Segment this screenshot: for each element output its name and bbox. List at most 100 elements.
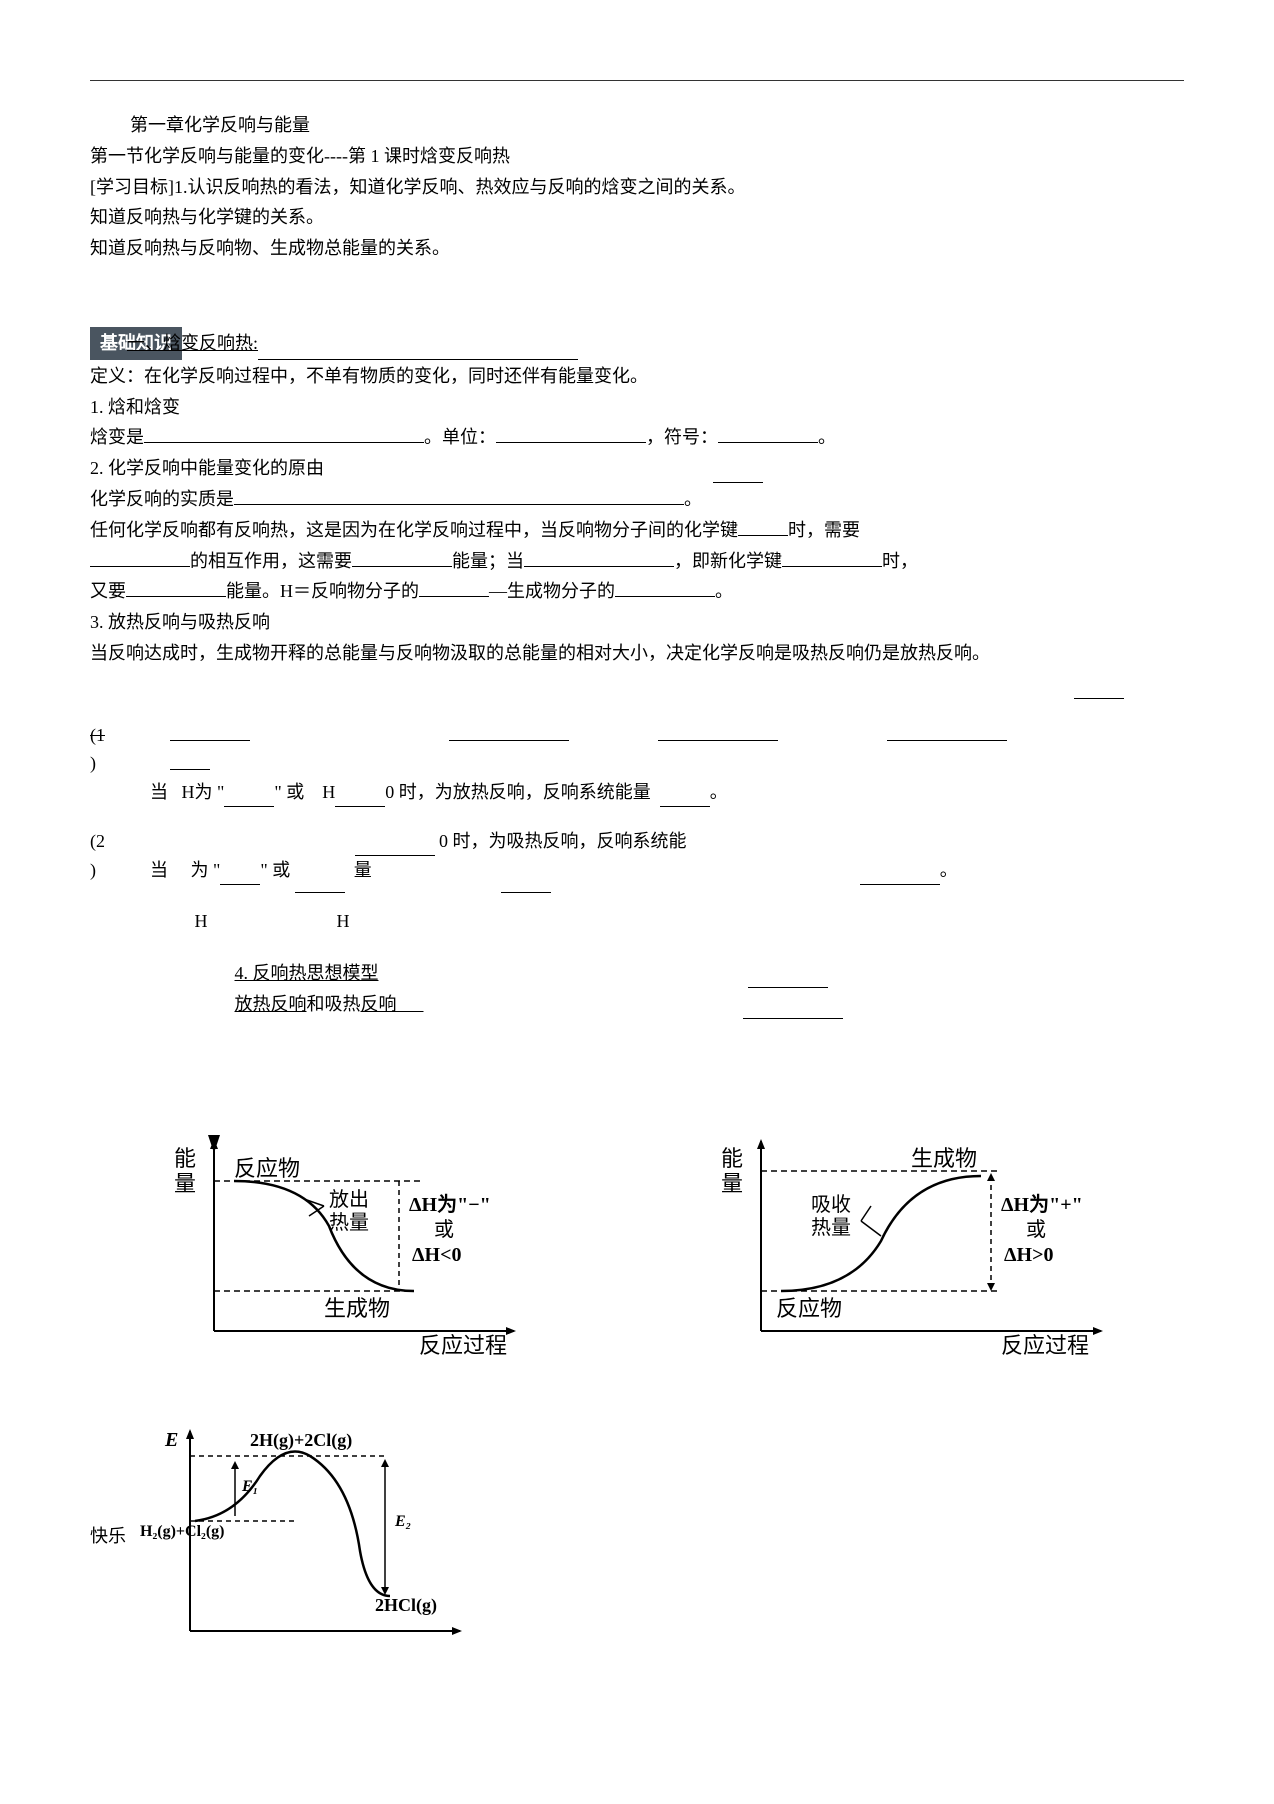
sub2-line-c: 的相互作用，这需要 能量；当 ，即新化学键 时，: [90, 547, 1184, 576]
item2-row: (2 ) 0 时，为吸热反响，反响系统能 当 为 "" 或 量 。: [90, 827, 1184, 885]
item2-liang: 量: [354, 860, 372, 880]
item2-h: 为 ": [191, 860, 221, 880]
endothermic-diagram: 能 量 生成物 反应物 吸收 热量 ΔH为"+" 或 ΔH>0 反应过程: [701, 1131, 1121, 1371]
d2-absorb-1: 吸收: [811, 1193, 851, 1216]
d2-ylabel-2: 量: [721, 1171, 743, 1196]
item2-or: " 或: [260, 860, 290, 880]
sub2-c4: 时，: [882, 547, 918, 576]
section-heading: 一、焓变反响热:: [127, 333, 258, 353]
h-label-1: H: [195, 911, 208, 931]
d1-ylabel-2: 量: [174, 1171, 196, 1196]
blank: [126, 596, 226, 597]
blank: [335, 806, 385, 807]
sub4-text: 放热反响和吸热反响: [235, 994, 424, 1014]
blank: [419, 596, 489, 597]
activation-diagram-row: 快乐 E 2H(g)+2Cl(g) E₁ E₂ H₂(g)+Cl₂(g) 2HC…: [90, 1421, 1184, 1651]
d1-dh-lt: ΔH<0: [412, 1244, 462, 1266]
d2-or: 或: [1026, 1218, 1046, 1241]
blank: [748, 987, 828, 988]
blank: [1074, 698, 1124, 699]
sub2-line-d: 又要 能量。H＝反响物分子的 —生成物分子的 。: [90, 577, 1184, 606]
sub4-row: 4. 反响热思想模型: [90, 959, 1184, 988]
h-label-2: H: [337, 911, 350, 931]
item2-close: ): [90, 860, 96, 880]
blank: [170, 769, 210, 770]
objective-label: [学习目标]1.: [90, 177, 188, 197]
sub4-text-row: 放热反响和吸热反响: [90, 990, 1184, 1019]
item1-close: ): [90, 753, 96, 773]
definition-text: 在化学反响过程中，不单有物质的变化，同时还伴有能量变化。: [144, 366, 648, 386]
d1-product: 生成物: [324, 1296, 390, 1321]
sub2-d3: —生成物分子的: [489, 577, 615, 606]
sub1-unit: 。单位：: [424, 423, 496, 452]
d2-ylabel-1: 能: [721, 1146, 743, 1171]
energy-diagrams-row: 能 量 反应物 生成物 放出 热量 ΔH为"−" 或 ΔH<0 反应过程 能 量…: [90, 1131, 1184, 1371]
item2-cond: 0 时，为吸热反响，反响系统能: [439, 831, 687, 851]
blank: [524, 566, 674, 567]
exothermic-diagram: 能 量 反应物 生成物 放出 热量 ΔH为"−" 或 ΔH<0 反应过程: [154, 1131, 534, 1371]
d3-e1: E₁: [241, 1478, 258, 1495]
blank: [449, 740, 569, 741]
blank: [718, 442, 818, 443]
sub2-c3: ，即新化学键: [674, 547, 782, 576]
item2-end: 。: [940, 860, 958, 880]
d3-top: 2H(g)+2Cl(g): [250, 1430, 352, 1451]
sub2-line-a: 化学反响的实质是 。: [90, 485, 1184, 514]
sub2-d2: 能量。H＝反响物分子的: [226, 577, 419, 606]
heading-blank: [258, 359, 578, 360]
blank: [224, 806, 274, 807]
sub2-b2: 时，需要: [788, 516, 860, 545]
objective-3: 知道反响热与反响物、生成物总能量的关系。: [90, 234, 1184, 263]
activation-energy-diagram: E 2H(g)+2Cl(g) E₁ E₂ H₂(g)+Cl₂(g) 2HCl(g…: [140, 1421, 480, 1651]
item1-row: (1 ) 当 H为 "" 或 H0 时，为放热反响，反响系统能量 。: [90, 721, 1184, 807]
item1-h: H为 ": [182, 782, 225, 802]
sub2-title-row: 2. 化学反响中能量变化的原由: [90, 454, 1184, 483]
blank: [234, 504, 684, 505]
h-row: H H: [90, 907, 1184, 936]
sub2-b1: 任何化学反响都有反响热，这是因为在化学反响过程中，当反响物分子间的化学键: [90, 516, 738, 545]
d1-release-2: 热量: [329, 1211, 369, 1234]
sub2-title: 2. 化学反响中能量变化的原由: [90, 458, 324, 478]
definition-label: 定义：: [90, 366, 144, 386]
blank: [144, 442, 424, 443]
blank: [615, 596, 715, 597]
blank: [90, 566, 190, 567]
d3-e2: E₂: [394, 1513, 411, 1530]
objective-2: 知道反响热与化学键的关系。: [90, 203, 1184, 232]
d1-xlabel: 反应过程: [419, 1333, 507, 1358]
d1-dh-neg: ΔH为"−": [409, 1193, 491, 1216]
sub1-symbol: ，符号：: [646, 423, 718, 452]
d1-ylabel-1: 能: [174, 1146, 196, 1171]
sub2-line-b: 任何化学反响都有反响热，这是因为在化学反响过程中，当反响物分子间的化学键 时，需…: [90, 516, 1184, 545]
blank: [782, 566, 882, 567]
objective-1: [学习目标]1.认识反响热的看法，知道化学反响、热效应与反响的焓变之间的关系。: [90, 173, 1184, 202]
sub2-c1: 的相互作用，这需要: [190, 547, 352, 576]
d1-or: 或: [434, 1218, 454, 1241]
blank: [220, 884, 260, 885]
blank: [738, 535, 788, 536]
item1-paren-strike: (1: [90, 725, 105, 745]
sub1-line: 焓变是 。单位： ，符号： 。: [90, 423, 1184, 452]
d3-bottom: 2HCl(g): [375, 1595, 437, 1616]
blank: [170, 740, 250, 741]
sub1-end: 。: [818, 423, 836, 452]
trailing-blank: [90, 670, 1184, 699]
sub2-end-a: 。: [684, 485, 702, 514]
d2-dh-gt: ΔH>0: [1004, 1244, 1054, 1266]
blank: [887, 740, 1007, 741]
item1-when: 当: [150, 782, 168, 802]
page-top-rule: [90, 80, 1184, 81]
item1-end: 。: [710, 782, 728, 802]
sub2-c2: 能量；当: [452, 547, 524, 576]
d2-absorb-2: 热量: [811, 1216, 851, 1239]
section-title: 第一节化学反响与能量的变化----第 1 课时焓变反响热: [90, 142, 1184, 171]
item2-paren: (2: [90, 831, 105, 851]
sub1-title: 1. 焓和焓变: [90, 393, 1184, 422]
sub1-a: 焓变是: [90, 423, 144, 452]
blank: [658, 740, 778, 741]
blank: [501, 892, 551, 893]
blank: [352, 566, 452, 567]
definition-line: 定义：在化学反响过程中，不单有物质的变化，同时还伴有能量变化。: [90, 362, 1184, 391]
blank: [496, 442, 646, 443]
happy-label: 快乐: [90, 1522, 140, 1551]
